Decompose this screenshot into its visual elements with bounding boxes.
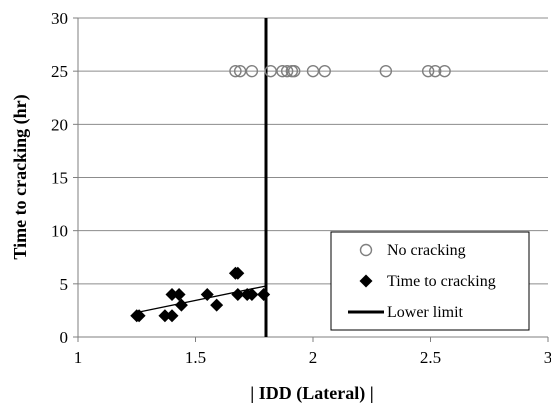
x-tick-label: 2 xyxy=(309,348,318,367)
y-tick-label: 5 xyxy=(60,275,69,294)
legend-marker-no-cracking xyxy=(359,243,373,257)
point-time-to-cracking xyxy=(231,287,245,301)
y-tick-label: 0 xyxy=(60,328,69,347)
point-no-cracking xyxy=(421,64,435,78)
point-time-to-cracking xyxy=(200,287,214,301)
mark-layer xyxy=(130,18,451,337)
point-time-to-cracking xyxy=(172,287,186,301)
legend-label-time-to-cracking: Time to cracking xyxy=(387,273,496,290)
legend-marker-time-to-cracking xyxy=(359,274,373,288)
point-no-cracking xyxy=(429,64,442,78)
legend-label-lower-limit: Lower limit xyxy=(387,304,464,321)
point-no-cracking xyxy=(276,64,289,78)
point-no-cracking xyxy=(288,64,301,78)
point-time-to-cracking xyxy=(231,266,245,280)
y-tick-label: 25 xyxy=(51,62,68,81)
point-time-to-cracking xyxy=(174,298,188,312)
point-no-cracking xyxy=(438,64,451,78)
x-tick-label: 1 xyxy=(74,348,83,367)
y-tick-label: 15 xyxy=(51,169,68,188)
y-axis-title: Time to cracking (hr) xyxy=(10,94,31,259)
point-time-to-cracking xyxy=(245,287,259,301)
trendline xyxy=(136,285,267,314)
x-axis-title: | IDD (Lateral) | xyxy=(250,383,373,404)
y-tick-label: 10 xyxy=(51,222,68,241)
legend-label-no-cracking: No cracking xyxy=(387,242,466,259)
x-tick-label: 1.5 xyxy=(185,348,206,367)
point-no-cracking xyxy=(229,64,242,78)
axis-layer: 0 5 10 15 20 25 30 1 1.5 2 2.5 3 xyxy=(51,9,551,367)
point-no-cracking xyxy=(264,64,277,78)
x-tick-label: 2.5 xyxy=(420,348,441,367)
point-time-to-cracking xyxy=(257,287,271,301)
point-no-cracking xyxy=(245,64,259,78)
x-tick-label: 3 xyxy=(544,348,551,367)
legend: No cracking Time to cracking Lower limit xyxy=(330,231,530,331)
point-no-cracking xyxy=(280,64,294,78)
point-time-to-cracking xyxy=(165,309,179,323)
point-no-cracking xyxy=(318,64,331,78)
point-time-to-cracking xyxy=(165,287,179,301)
point-no-cracking xyxy=(379,64,393,78)
point-time-to-cracking xyxy=(210,298,224,312)
y-tick-label: 30 xyxy=(51,9,68,28)
point-time-to-cracking xyxy=(158,309,172,323)
point-time-to-cracking xyxy=(132,309,146,323)
point-no-cracking xyxy=(233,64,247,78)
point-no-cracking xyxy=(306,64,320,78)
y-tick-label: 20 xyxy=(51,115,68,134)
